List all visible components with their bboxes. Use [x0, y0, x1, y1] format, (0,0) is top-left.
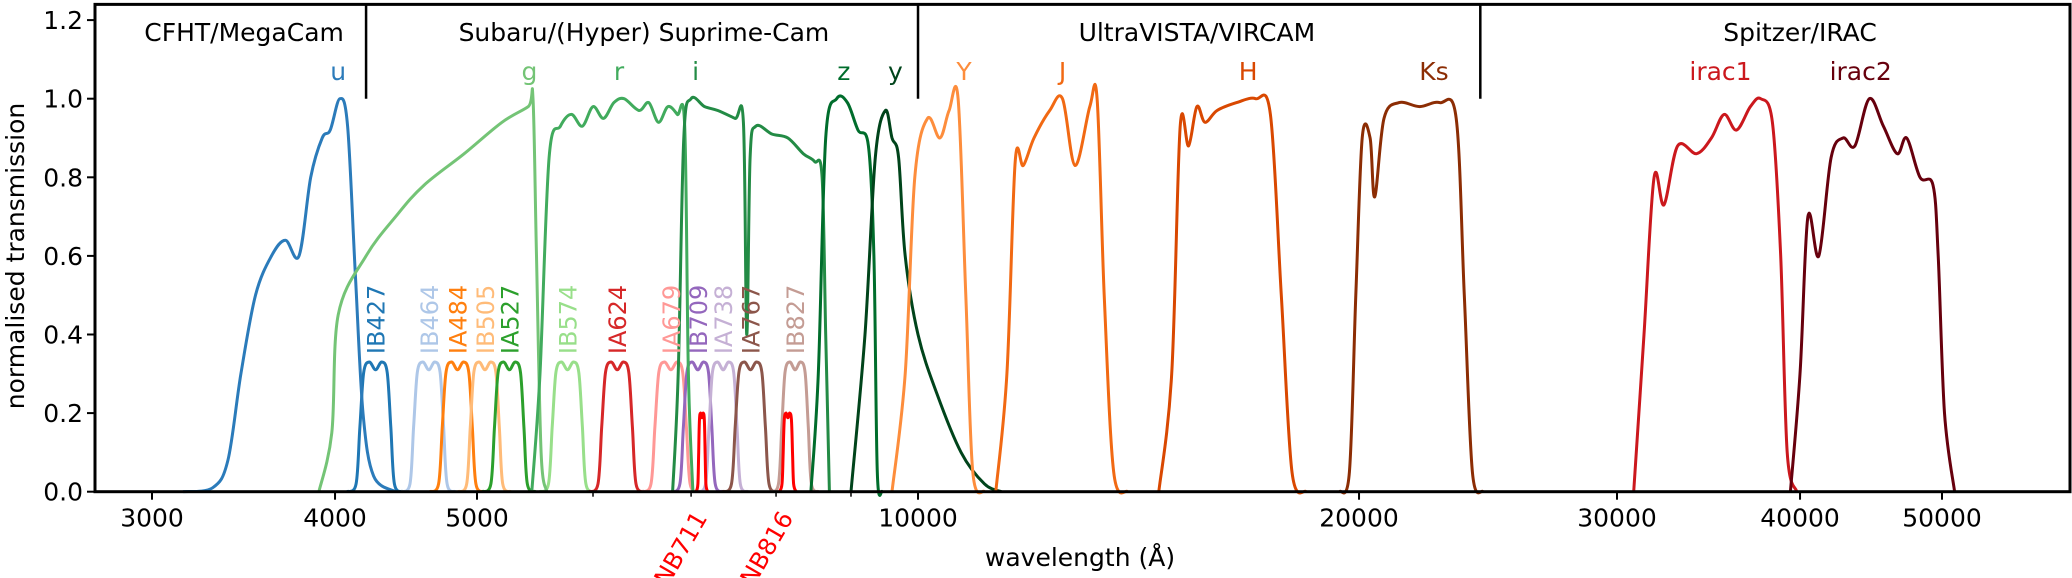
- x-axis-label: wavelength (Å): [985, 543, 1175, 572]
- medium-band-label-IA624: IA624: [604, 285, 632, 354]
- medium-band-label-IA767: IA767: [738, 285, 766, 354]
- x-tick-label: 10000: [878, 504, 958, 533]
- broad-band-curve-J: [994, 82, 1129, 495]
- medium-band-label-IA738: IA738: [710, 285, 738, 354]
- medium-band-label-IB464: IB464: [416, 285, 444, 354]
- narrow-band-label-NB816: NB816: [735, 507, 799, 578]
- medium-band-curve-IB709: [670, 360, 724, 494]
- medium-band-label-IB827: IB827: [782, 285, 810, 354]
- y-tick-label: 0.4: [43, 321, 83, 350]
- y-tick-label: 0.2: [43, 399, 83, 428]
- broad-band-curve-y: [849, 108, 1003, 494]
- broad-band-curve-g: [317, 87, 549, 493]
- broad-band-label-i: i: [692, 57, 699, 86]
- x-tick-label: 20000: [1319, 504, 1399, 533]
- broad-band-curve-irac1: [1632, 96, 1799, 493]
- y-tick-label: 1.2: [43, 6, 83, 35]
- x-tick-label: 3000: [120, 504, 184, 533]
- medium-band-label-IB574: IB574: [555, 285, 583, 354]
- x-tick-label: 50000: [1902, 504, 1982, 533]
- y-tick-label: 0.0: [43, 478, 83, 507]
- narrow-band-curve-NB816: [777, 411, 798, 493]
- instrument-label: Spitzer/IRAC: [1723, 18, 1877, 47]
- x-tick-label: 4000: [303, 504, 367, 533]
- broad-band-label-Ks: Ks: [1419, 57, 1448, 86]
- broad-band-curve-u: [182, 96, 397, 494]
- narrow-band-label-NB711: NB711: [649, 507, 713, 578]
- medium-band-curve-IA484: [428, 360, 486, 494]
- narrow-band-curve-NB711: [694, 411, 710, 493]
- broad-band-label-r: r: [614, 57, 625, 86]
- medium-band-label-IA484: IA484: [445, 285, 473, 354]
- y-tick-label: 0.6: [43, 242, 83, 271]
- curves-layer: [182, 82, 1957, 497]
- medium-band-label-IA527: IA527: [496, 285, 524, 354]
- medium-band-curve-IA527: [481, 360, 537, 494]
- broad-band-label-irac1: irac1: [1689, 57, 1751, 86]
- broad-band-label-Y: Y: [955, 57, 972, 86]
- broad-band-label-J: J: [1057, 57, 1066, 86]
- instrument-label: UltraVISTA/VIRCAM: [1079, 18, 1316, 47]
- medium-band-curve-IA738: [696, 360, 749, 494]
- medium-band-label-IB505: IB505: [472, 285, 500, 354]
- broad-band-curve-z: [809, 94, 884, 497]
- labels-layer: CFHT/MegaCam Subaru/(Hyper) Suprime-Cam Ul…: [144, 18, 1892, 578]
- y-tick-label: 0.8: [43, 163, 83, 192]
- y-axis-label: normalised transmission: [1, 103, 30, 409]
- medium-band-label-IB709: IB709: [685, 285, 713, 354]
- instrument-label: Subaru/(Hyper) Suprime-Cam: [459, 18, 830, 47]
- broad-band-curve-H: [1157, 93, 1308, 495]
- broad-band-label-g: g: [522, 57, 538, 86]
- medium-band-curve-IB505: [457, 360, 512, 494]
- broad-band-curve-irac2: [1788, 97, 1957, 492]
- broad-band-curve-Ks: [1338, 97, 1485, 495]
- broad-band-label-z: z: [837, 57, 850, 86]
- x-tick-label: 30000: [1577, 504, 1657, 533]
- y-tick-label: 1.0: [43, 85, 83, 114]
- x-tick-label: 40000: [1760, 504, 1840, 533]
- broad-band-label-H: H: [1239, 57, 1258, 86]
- broad-band-label-y: y: [888, 57, 903, 86]
- medium-band-curve-IB827: [769, 360, 820, 494]
- axes-layer: 3000 4000 5000 10000 20000 30000 40000 50000 0.0…: [43, 2, 2072, 533]
- medium-band-label-IA679: IA679: [658, 285, 686, 354]
- medium-band-curve-IA624: [588, 360, 646, 494]
- instrument-label: CFHT/MegaCam: [144, 18, 344, 47]
- medium-band-curve-IB427: [346, 360, 404, 494]
- medium-band-curve-IA767: [721, 360, 779, 494]
- plot-frame: [93, 2, 2072, 494]
- medium-band-label-IB427: IB427: [363, 285, 391, 354]
- broad-band-label-u: u: [330, 57, 346, 86]
- broad-band-curve-i: [671, 95, 831, 492]
- x-tick-label: 5000: [445, 504, 509, 533]
- medium-band-curve-IA679: [640, 360, 700, 494]
- broad-band-label-irac2: irac2: [1830, 57, 1892, 86]
- medium-band-curve-IB464: [400, 360, 457, 494]
- medium-band-curve-IB574: [538, 360, 596, 494]
- broad-band-curve-Y: [890, 85, 986, 495]
